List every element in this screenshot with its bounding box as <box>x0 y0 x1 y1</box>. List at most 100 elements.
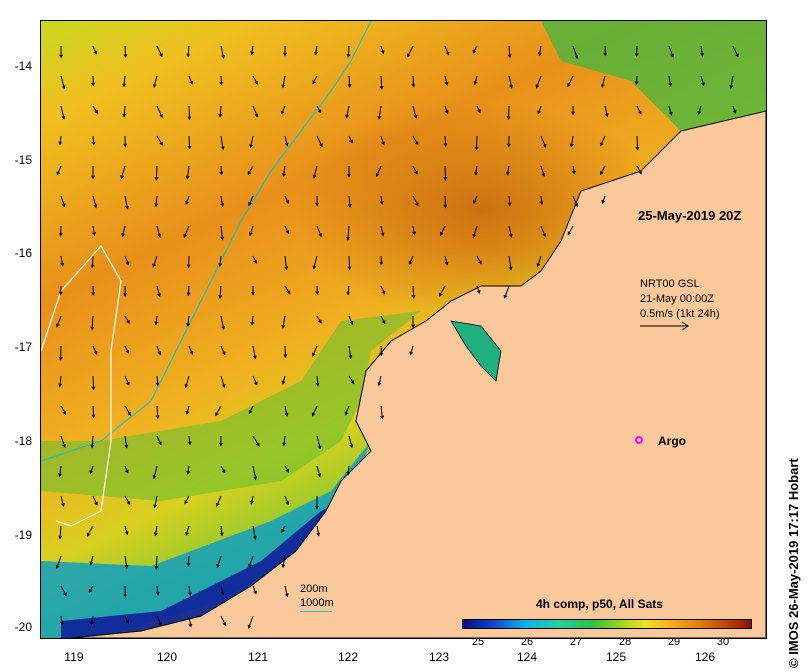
current-vector-head <box>638 170 642 175</box>
current-vector <box>476 255 482 264</box>
current-vector-head <box>61 502 65 508</box>
current-vector <box>475 135 478 150</box>
cool-coastal-band <box>41 311 421 501</box>
current-vector-head <box>218 263 223 268</box>
current-vector-head <box>503 294 508 299</box>
current-vector <box>156 435 162 445</box>
current-vector-head <box>152 263 156 268</box>
current-vector <box>155 195 158 207</box>
current-vector <box>248 195 254 206</box>
current-vector <box>572 195 578 207</box>
current-vector <box>732 45 739 57</box>
current-vector-head <box>381 320 386 325</box>
current-vector-head <box>221 469 226 474</box>
current-vector <box>380 75 383 89</box>
current-vector <box>188 435 191 445</box>
current-vector-head <box>61 115 66 120</box>
current-vector <box>216 555 222 568</box>
current-vector <box>59 375 62 387</box>
current-vector-head <box>254 113 259 118</box>
current-vector-head <box>221 325 225 331</box>
current-vector-head <box>539 201 544 206</box>
current-vector <box>92 45 97 54</box>
current-vector-head <box>284 593 289 598</box>
current-vector <box>506 165 510 175</box>
current-vector <box>412 135 419 145</box>
current-vector-head <box>346 291 351 296</box>
current-vector <box>91 435 94 448</box>
current-vector <box>700 75 705 86</box>
current-vector-head <box>91 414 96 419</box>
current-vector <box>252 105 258 117</box>
current-vector <box>600 165 606 175</box>
current-vector <box>700 45 703 56</box>
current-vector <box>604 105 608 117</box>
current-vector-head <box>88 589 93 594</box>
current-vector-head <box>381 141 385 146</box>
current-vector <box>536 75 542 88</box>
current-vector-head <box>284 412 289 417</box>
current-vector-head <box>697 110 702 115</box>
current-vector <box>250 135 254 148</box>
current-vector <box>156 375 159 386</box>
current-vector-head <box>126 501 131 506</box>
current-vector <box>156 45 163 57</box>
current-vector-head <box>93 350 98 355</box>
current-vector-head <box>61 203 66 208</box>
current-vector <box>90 555 94 565</box>
current-vector-head <box>124 444 129 449</box>
current-vector <box>188 135 191 149</box>
inlet-water <box>450 320 502 382</box>
current-vector <box>348 435 353 448</box>
current-vector-head <box>253 590 257 595</box>
current-vector-head <box>125 469 129 474</box>
current-vector-head <box>439 292 443 297</box>
current-vector-head <box>281 324 286 329</box>
current-vector <box>316 105 322 113</box>
current-vector <box>123 105 126 117</box>
current-vector <box>60 255 64 266</box>
current-vector-head <box>317 445 322 450</box>
argo-float-marker[interactable] <box>635 436 643 444</box>
current-vector-head <box>444 110 449 115</box>
current-vector-head <box>407 53 411 58</box>
current-vector-head <box>253 535 257 540</box>
current-vector <box>183 225 190 238</box>
current-vector <box>312 405 318 416</box>
current-vector <box>316 225 322 237</box>
current-vector <box>187 465 190 474</box>
current-vector-head <box>375 173 380 178</box>
current-vector-head <box>187 145 192 150</box>
current-vector <box>252 345 256 359</box>
current-vector <box>187 285 190 296</box>
current-vector-head <box>184 500 188 505</box>
current-vector-head <box>567 231 572 236</box>
colorbar-tick: 26 <box>520 636 534 648</box>
current-vector <box>91 255 94 268</box>
current-vector <box>668 45 674 57</box>
current-vector <box>315 45 318 55</box>
current-vector-head <box>413 114 418 119</box>
current-vector <box>348 315 353 325</box>
lon-tick-label: 123 <box>428 650 450 664</box>
current-vector <box>154 495 158 508</box>
lon-tick-label: 121 <box>247 650 269 664</box>
current-vector-head <box>380 50 385 55</box>
current-vector <box>380 45 384 54</box>
sst-map[interactable] <box>40 20 767 639</box>
current-vector <box>283 435 286 446</box>
colorbar-tick: 29 <box>667 636 681 648</box>
current-vector-head <box>92 232 96 237</box>
current-vector <box>473 195 478 204</box>
current-vector <box>185 195 190 204</box>
current-vector <box>156 285 161 297</box>
current-vector-head <box>443 143 448 148</box>
current-vector-head <box>284 142 289 147</box>
current-vector-head <box>184 383 189 388</box>
current-vector-head <box>572 170 576 175</box>
current-vector <box>92 495 98 505</box>
current-vector-head <box>219 171 224 176</box>
current-vector-head <box>222 622 227 627</box>
current-vector-head <box>474 146 479 151</box>
current-vector-head <box>256 442 260 447</box>
